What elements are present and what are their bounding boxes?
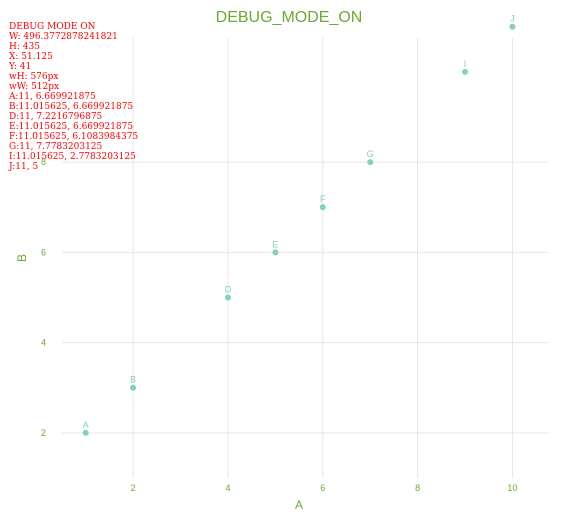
debug-line: A:11, 6.669921875: [9, 92, 96, 102]
data-point-label: D: [225, 284, 232, 294]
x-axis-label: A: [295, 498, 303, 512]
debug-line: wH: 576px: [9, 72, 59, 82]
debug-line: W: 496.3772878241821: [9, 32, 118, 42]
debug-panel: DEBUG MODE ON W: 496.3772878241821 H: 435 X…: [9, 22, 138, 172]
data-point-label: J: [510, 14, 515, 24]
data-point-label: E: [272, 239, 278, 249]
data-point: [82, 429, 89, 436]
data-point-label: B: [130, 375, 136, 385]
debug-line: wW: 512px: [9, 82, 60, 92]
data-point: [224, 294, 231, 301]
data-point: [319, 204, 326, 211]
data-point-label: F: [320, 194, 326, 204]
debug-line: DEBUG MODE ON: [9, 22, 96, 32]
x-tick-label: 10: [507, 483, 517, 493]
data-point: [272, 249, 279, 256]
debug-line: G:11, 7.7783203125: [9, 142, 103, 152]
y-axis-label: B: [15, 254, 29, 262]
data-points: A B D E F G I J: [83, 14, 516, 436]
debug-line: F:11.015625, 6.1083984375: [9, 132, 139, 142]
tick-labels: 2 4 6 8 10 2 4 6 8: [41, 157, 517, 493]
debug-line: D:11, 7.2216796875: [9, 112, 103, 122]
y-tick-label: 2: [41, 428, 46, 438]
x-tick-label: 4: [225, 483, 230, 493]
x-tick-label: 6: [320, 483, 325, 493]
x-tick-label: 2: [131, 483, 136, 493]
data-point: [462, 68, 469, 75]
y-tick-label: 6: [41, 247, 46, 257]
debug-line: X: 51.125: [9, 52, 53, 62]
debug-line: J:11, 5: [9, 162, 39, 172]
data-point-label: G: [367, 149, 374, 159]
debug-line: Y: 41: [9, 62, 32, 72]
debug-line: I:11.015625, 2.7783203125: [9, 152, 136, 162]
y-tick-label: 4: [41, 338, 46, 348]
debug-line: H: 435: [9, 42, 40, 52]
data-point-label: A: [83, 420, 89, 430]
data-point: [130, 384, 137, 391]
data-point-label: I: [464, 59, 467, 69]
data-point: [367, 159, 374, 166]
grid: [62, 38, 548, 478]
x-tick-label: 8: [415, 483, 420, 493]
debug-line: E:11.015625, 6.669921875: [9, 122, 134, 132]
debug-line: B:11.015625, 6.669921875: [9, 102, 134, 112]
y-tick-label: 8: [41, 157, 46, 167]
data-point: [509, 23, 516, 30]
chart-title: DEBUG_MODE_ON: [216, 9, 363, 26]
